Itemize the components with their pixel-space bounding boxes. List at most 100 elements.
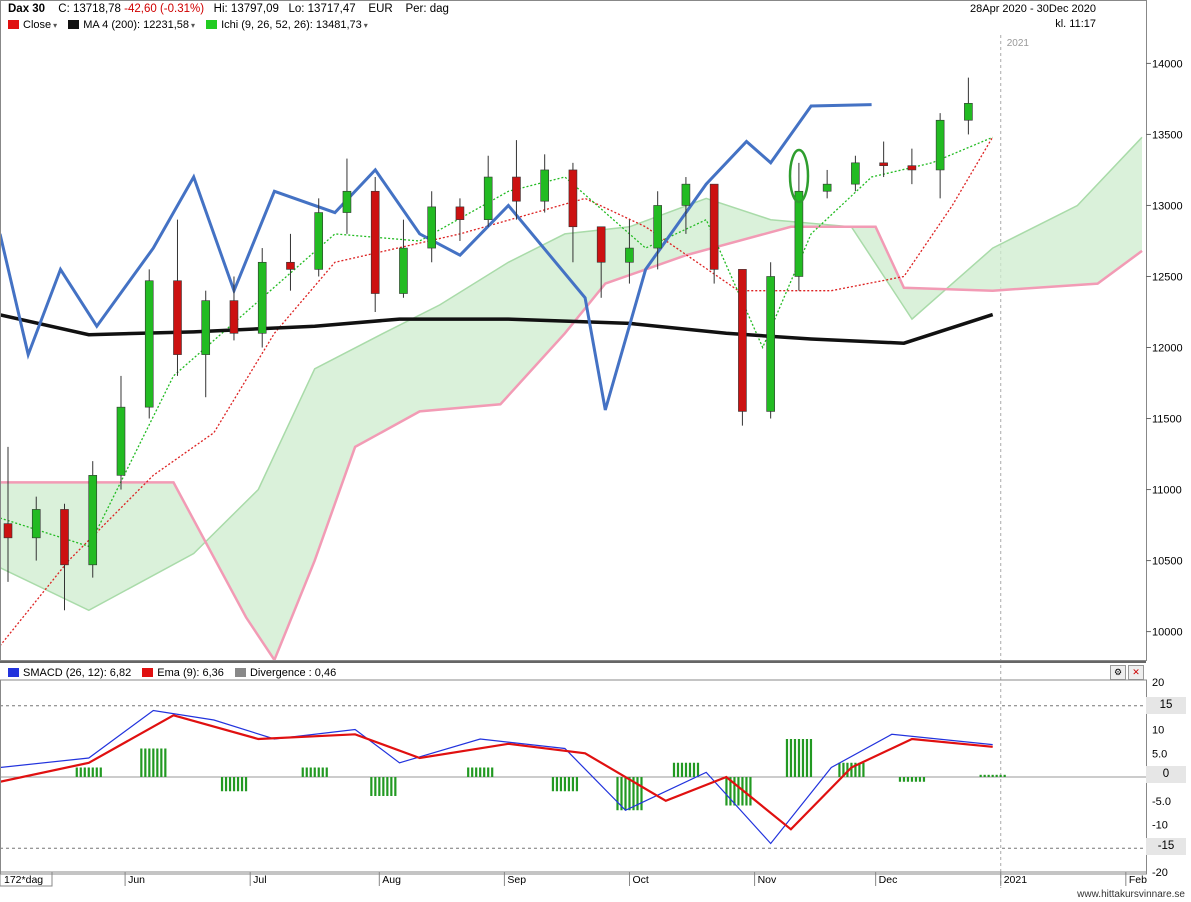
price-tick-label: 11000 — [1152, 485, 1182, 497]
legend-divergence-label: Divergence : 0,46 — [249, 667, 337, 679]
ma-line — [0, 312, 994, 345]
price-tick-label: 13000 — [1152, 200, 1183, 212]
month-label: Dec — [879, 874, 898, 886]
change-value: -42,60 (-0.31%) — [124, 3, 205, 15]
kumo-fill — [0, 137, 1142, 661]
symbol-title: Dax 30 — [8, 3, 46, 15]
price-tick-label: 13500 — [1152, 129, 1183, 141]
candle-body — [455, 206, 465, 220]
candle-body — [31, 509, 41, 539]
span-b-line — [0, 225, 1143, 663]
month-label: Jun — [128, 874, 145, 886]
candle-body — [766, 276, 775, 412]
legend-close[interactable]: Close ▾ — [8, 19, 57, 31]
osc-tick-label: -20 — [1152, 867, 1168, 879]
currency-label: EUR — [368, 3, 393, 15]
ichimoku-cloud — [0, 136, 1143, 663]
oscillator-legend: SMACD (26, 12): 6,82 Ema (9): 6,36 Diver… — [8, 667, 344, 679]
candle-body — [512, 176, 521, 202]
candle-body — [173, 280, 182, 355]
candle-body — [483, 176, 493, 220]
date-range: 28Apr 2020 - 30Dec 2020 — [970, 3, 1096, 15]
quote-line: Dax 30 C: 13718,78 -42,60 (-0.31%) Hi: 1… — [8, 3, 449, 15]
legend-divergence[interactable]: Divergence : 0,46 — [234, 667, 337, 679]
price-tick-label: 10500 — [1152, 556, 1183, 568]
candle-body — [709, 183, 719, 270]
candle-body — [907, 165, 917, 171]
legend-smacd[interactable]: SMACD (26, 12): 6,82 — [8, 667, 131, 679]
osc-tick-label: 5.0 — [1152, 748, 1167, 760]
chart-header: Dax 30 C: 13718,78 -42,60 (-0.31%) Hi: 1… — [0, 0, 1146, 34]
legend-ma[interactable]: MA 4 (200): 12231,58 ▾ — [68, 19, 195, 31]
candle-body — [653, 205, 662, 249]
candle-body — [342, 190, 352, 213]
legend-line: Close ▾ MA 4 (200): 12231,58 ▾ Ichi (9, 26… — [8, 19, 376, 31]
span-a-line — [0, 136, 1143, 612]
month-label: Jul — [253, 874, 266, 886]
candle-body — [3, 523, 13, 539]
candle-body — [964, 103, 973, 121]
osc-tick-label: 20 — [1152, 677, 1164, 689]
candle-body — [229, 300, 239, 334]
highlight-ellipse — [788, 148, 810, 204]
legend-close-label: Close — [23, 19, 52, 31]
candle-body — [201, 300, 211, 355]
site-credit: www.hittakursvinnare.se — [1077, 889, 1185, 900]
smacd-swatch-icon — [8, 668, 19, 677]
oscillator-header: SMACD (26, 12): 6,82 Ema (9): 6,36 Diver… — [0, 665, 1146, 681]
smacd-line — [0, 709, 993, 845]
candle-body — [568, 169, 578, 228]
legend-ichi-label: Ichi (9, 26, 52, 26): 13481,73 — [221, 19, 362, 31]
close-swatch-icon — [8, 20, 19, 29]
year-marker-label: 2021 — [1007, 38, 1030, 49]
candle-body — [935, 119, 945, 171]
osc-tag-0: 0 — [1146, 766, 1186, 783]
candle-body — [822, 183, 832, 192]
candle-body — [314, 212, 324, 270]
candle-body — [681, 183, 691, 206]
ichi-swatch-icon — [206, 20, 218, 29]
legend-ema-label: Ema (9): 6,36 — [157, 667, 224, 679]
overlay-line — [0, 103, 872, 411]
osc-tag-minus15: -15 — [1146, 838, 1186, 855]
candle-body — [851, 162, 860, 185]
price-tick-label: 10000 — [1152, 627, 1183, 639]
candle-body — [257, 261, 267, 334]
axis-labels: 2021 14000 13500 13000 12500 12000 11500 11000 1… — [0, 38, 1183, 887]
tenkan-line — [0, 136, 993, 548]
month-label: 2021 — [1004, 874, 1028, 886]
low-value: Lo: 13717,47 — [288, 3, 356, 15]
legend-ma-label: MA 4 (200): 12231,58 — [83, 19, 189, 31]
candle-body — [399, 247, 408, 294]
month-label: Oct — [632, 874, 648, 886]
chevron-down-icon[interactable]: ▾ — [53, 21, 58, 30]
candle-body — [738, 269, 747, 412]
chevron-down-icon[interactable]: ▾ — [191, 21, 196, 30]
main-pane-border — [0, 0, 1147, 661]
ema-swatch-icon — [142, 668, 154, 677]
osc-tick-label: 10 — [1152, 725, 1164, 737]
month-label: Sep — [507, 874, 526, 886]
oscillator-plot — [0, 709, 1006, 845]
chevron-down-icon[interactable]: ▾ — [363, 21, 368, 30]
candle-body — [286, 261, 295, 270]
candle-body — [427, 206, 436, 249]
ma-swatch-icon — [68, 20, 80, 29]
candle-body — [540, 169, 549, 202]
period-label: 172*dag — [4, 874, 43, 886]
month-label: Nov — [758, 874, 777, 886]
candlesticks — [3, 77, 973, 611]
candle-body — [794, 190, 804, 277]
osc-tick-label: -5.0 — [1152, 796, 1171, 808]
month-label: Feb — [1129, 874, 1147, 886]
candle-body — [60, 509, 69, 566]
price-tick-label: 12500 — [1152, 271, 1183, 283]
candle-body — [144, 280, 154, 408]
close-value: C: 13718,78 — [58, 3, 121, 15]
month-label: Aug — [382, 874, 401, 886]
legend-ema[interactable]: Ema (9): 6,36 — [142, 667, 224, 679]
candle-body — [625, 247, 634, 263]
candle-body — [596, 226, 606, 263]
legend-ichi[interactable]: Ichi (9, 26, 52, 26): 13481,73 ▾ — [206, 19, 368, 31]
